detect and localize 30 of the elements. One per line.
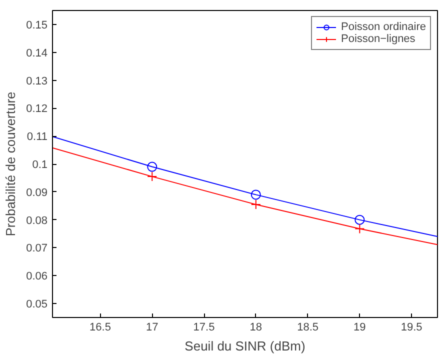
- x-tick-label: 18: [250, 322, 262, 334]
- x-tick-label: 17: [146, 322, 158, 334]
- y-tick-label: 0.05: [26, 298, 48, 311]
- y-tick-label: 0.08: [26, 214, 48, 227]
- y-tick-label: 0.12: [26, 103, 48, 116]
- y-tick-label: 0.11: [26, 131, 48, 144]
- y-tick-label: 0.15: [26, 19, 48, 32]
- line-series: [52, 136, 438, 238]
- y-tick-label: 0.09: [26, 186, 48, 199]
- y-tick-label: 0.13: [26, 75, 48, 88]
- line-series: [52, 147, 438, 246]
- x-tick-label: 19: [354, 322, 366, 334]
- point: [147, 162, 158, 172]
- x-tick-label: 16.5: [90, 322, 111, 334]
- legend-label: Poisson−lignes: [341, 33, 416, 45]
- legend-label: Poisson ordinaire: [341, 21, 426, 33]
- point: [354, 214, 365, 225]
- y-tick-label: 0.07: [26, 242, 48, 255]
- y-tick-label: 0.14: [26, 47, 48, 60]
- x-axis-title: Seuil du SINR (dBm): [184, 338, 306, 354]
- x-tick-label: 19.5: [400, 322, 422, 334]
- x-tick-label: 17.5: [193, 322, 215, 334]
- y-tick-label: 0.06: [26, 270, 48, 283]
- point: [250, 190, 261, 200]
- y-tick-label: 0.1: [32, 159, 48, 171]
- point: [250, 199, 261, 210]
- point: [147, 172, 158, 182]
- y-axis-title: Probabilité de couverture: [3, 92, 18, 236]
- point: [354, 224, 365, 234]
- x-tick-label: 18.5: [297, 322, 318, 334]
